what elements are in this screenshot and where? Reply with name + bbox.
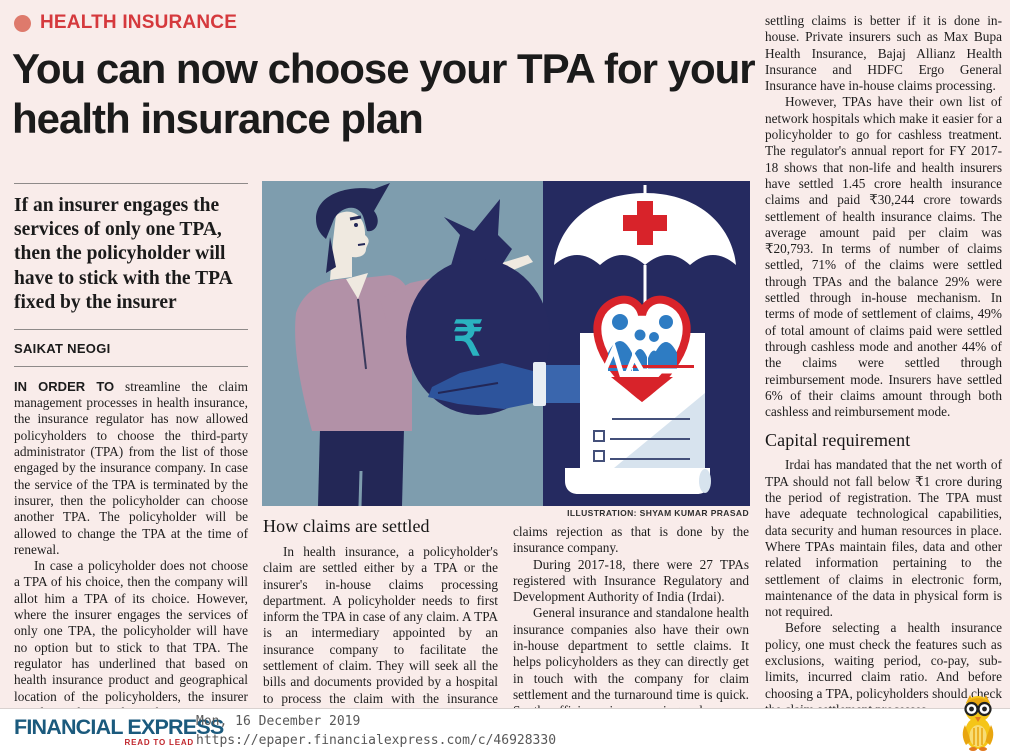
paragraph: Irdai has mandated that the net worth of… [765, 457, 1002, 620]
rule-bottom [14, 365, 248, 367]
rule-top [14, 183, 248, 184]
heart-family-icon [584, 295, 696, 403]
rupee-icon: ₹ [453, 313, 484, 366]
lead-in: IN ORDER TO [14, 378, 115, 394]
section-kicker: HEALTH INSURANCE [14, 12, 237, 34]
owl-mascot-icon [958, 693, 998, 752]
paragraph: General insurance and standalone health … [513, 605, 749, 718]
standfirst: If an insurer engages the services of on… [14, 195, 232, 313]
epaper-url-link[interactable]: https://epaper.financialexpress.com/c/46… [196, 733, 557, 748]
subhead-capital-requirement: Capital requirement [765, 430, 911, 451]
article-illustration: ₹ [262, 181, 750, 506]
column-right: settling claims is better if it is done … [765, 13, 1002, 718]
paragraph: settling claims is better if it is done … [765, 13, 1002, 94]
insurer-hand [428, 362, 582, 409]
subhead-how-claims: How claims are settled [263, 516, 430, 536]
section-label: HEALTH INSURANCE [40, 12, 238, 33]
kicker-dot-icon [14, 14, 31, 32]
paragraph: IN ORDER TO streamline the claim managem… [14, 379, 248, 558]
paragraph-text: streamline the claim management processe… [14, 378, 248, 557]
footer-date: Mon, 16 December 2019 [196, 714, 361, 729]
headline: You can now choose your TPA for your hea… [12, 45, 756, 142]
column-left: If an insurer engages the services of on… [14, 183, 248, 737]
illustration-graphic: ₹ [262, 181, 750, 506]
column-middle-left: How claims are settled In health insuran… [263, 516, 498, 740]
logo-wordmark: FINANCIAL EXPRESS [14, 715, 224, 739]
epaper-footer: FINANCIAL EXPRESS READ TO LEAD Mon, 16 D… [0, 695, 1010, 752]
footer-meta: Mon, 16 December 2019 https://epaper.fin… [196, 712, 556, 750]
column-left-body: IN ORDER TO streamline the claim managem… [14, 379, 248, 738]
byline: SAIKAT NEOGI [14, 340, 111, 356]
paragraph: During 2017-18, there were 27 TPAs regis… [513, 556, 749, 605]
logo-tagline: READ TO LEAD [124, 738, 194, 747]
financial-express-logo: FINANCIAL EXPRESS READ TO LEAD [14, 715, 224, 747]
illustration-credit: ILLUSTRATION: SHYAM KUMAR PRASAD [567, 508, 749, 518]
policy-document [565, 333, 711, 494]
paragraph: However, TPAs have their own list of net… [765, 94, 1002, 420]
column-middle-right: claims rejection as that is done by the … [513, 524, 749, 720]
paragraph: claims rejection as that is done by the … [513, 524, 749, 556]
rule-mid [14, 328, 248, 330]
